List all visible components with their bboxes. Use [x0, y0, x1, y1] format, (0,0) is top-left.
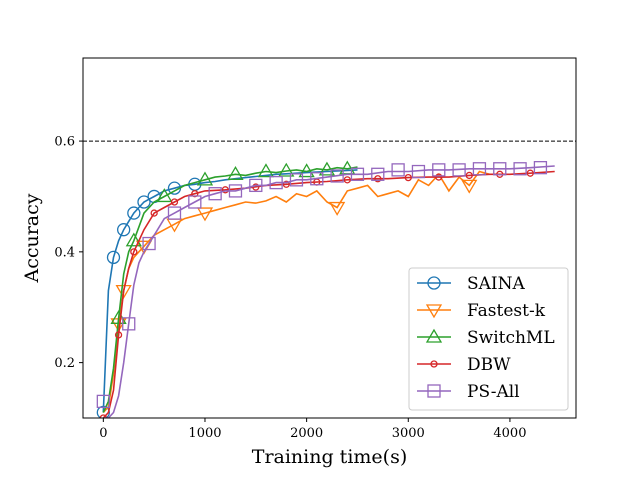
point-dbw — [435, 173, 443, 181]
legend-marker-dbw — [430, 360, 438, 368]
point-saina — [137, 195, 151, 209]
plot-frame — [82, 57, 577, 419]
point-fastest-k — [328, 201, 346, 216]
point-dbw — [221, 186, 229, 194]
point-fastest-k — [115, 284, 132, 299]
x-axis-title: Training time(s) — [252, 446, 407, 468]
point-saina — [127, 206, 141, 220]
point-ps-all — [513, 162, 527, 176]
point-switchml — [227, 166, 244, 180]
series-line-fastest-k — [102, 170, 490, 414]
point-ps-all — [371, 167, 385, 181]
y-tick-label: 0.4 — [54, 245, 75, 260]
y-axis-title: Accuracy — [21, 193, 43, 283]
point-dbw — [191, 190, 199, 198]
point-dbw — [404, 173, 412, 182]
point-dbw — [343, 176, 351, 184]
point-ps-all — [122, 317, 136, 331]
point-ps-all — [432, 163, 446, 177]
point-ps-all — [142, 236, 156, 251]
point-dbw — [465, 171, 473, 180]
point-ps-all — [411, 164, 426, 179]
point-ps-all — [472, 162, 487, 176]
point-ps-all — [167, 206, 182, 220]
point-ps-all — [391, 163, 405, 177]
point-ps-all — [228, 184, 243, 198]
point-ps-all — [452, 163, 466, 177]
x-tick-label: 4000 — [493, 426, 526, 441]
point-dbw — [114, 331, 123, 339]
point-ps-all — [533, 161, 548, 175]
legend-label-saina: SAINA — [467, 274, 526, 294]
point-dbw — [374, 175, 382, 183]
point-saina — [117, 223, 131, 237]
point-switchml — [257, 163, 275, 178]
point-dbw — [282, 180, 290, 188]
legend: SAINA Fastest-k SwitchML DBW PS-All — [408, 267, 569, 411]
point-ps-all — [493, 162, 507, 176]
point-switchml — [196, 171, 214, 186]
point-switchml — [156, 188, 173, 203]
point-dbw — [170, 198, 179, 206]
point-ps-all — [96, 394, 110, 409]
point-dbw — [130, 248, 138, 256]
series-line-saina — [102, 169, 358, 413]
x-tick-label: 2000 — [290, 426, 323, 441]
y-tick-label: 0.2 — [54, 356, 75, 371]
legend-box — [408, 267, 569, 411]
point-ps-all — [188, 195, 202, 209]
x-tick-label: 0 — [99, 426, 107, 441]
legend-marker-saina — [427, 276, 441, 290]
ticks-layer: 0 1000 2000 3000 4000 0.2 0.4 0.6 — [54, 135, 526, 441]
series-line-ps-all — [103, 165, 555, 418]
x-tick-label: 1000 — [188, 426, 221, 441]
point-dbw — [526, 169, 534, 177]
plot-layer — [83, 140, 576, 418]
legend-marker-fastest-k — [425, 304, 443, 319]
legend-marker-ps-all — [427, 384, 441, 398]
point-dbw — [150, 209, 158, 217]
point-saina — [106, 250, 121, 265]
point-fastest-k — [461, 179, 478, 194]
point-fastest-k — [196, 207, 214, 222]
point-switchml — [318, 161, 336, 176]
point-ps-all — [289, 173, 304, 187]
legend-label-ps-all: PS-All — [467, 382, 520, 402]
x-tick-label: 3000 — [392, 426, 425, 441]
legend-label-switchml: SwitchML — [467, 328, 555, 348]
point-dbw — [99, 414, 107, 418]
legend-marker-switchml — [425, 328, 443, 343]
legend-label-fastest-k: Fastest-k — [467, 301, 546, 321]
point-switchml — [110, 310, 127, 324]
point-ps-all — [249, 178, 263, 193]
point-switchml — [125, 232, 142, 247]
point-saina — [96, 405, 110, 418]
y-tick-label: 0.6 — [54, 135, 75, 150]
point-ps-all — [269, 175, 283, 190]
point-ps-all — [330, 169, 344, 183]
legend-label-dbw: DBW — [467, 355, 511, 375]
point-ps-all — [310, 172, 324, 186]
point-ps-all — [208, 187, 222, 201]
point-switchml — [278, 162, 295, 177]
series-ps-all — [96, 161, 555, 418]
point-switchml — [298, 163, 315, 178]
point-ps-all — [350, 167, 365, 181]
